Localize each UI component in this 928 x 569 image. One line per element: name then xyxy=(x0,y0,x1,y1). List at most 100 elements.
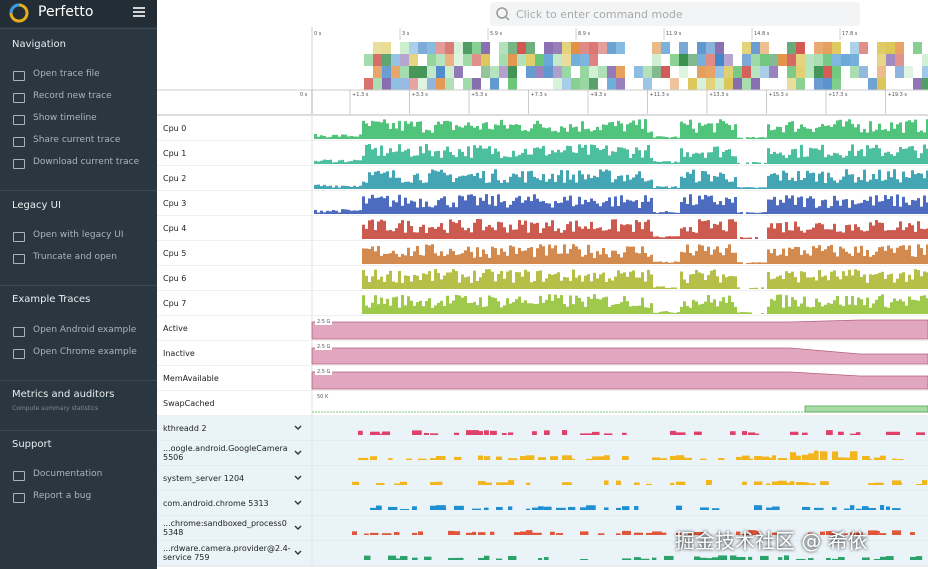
cpu-activity xyxy=(854,182,857,189)
overview-cell xyxy=(562,54,571,66)
cpu-activity xyxy=(533,124,536,139)
cpu-activity xyxy=(377,121,380,139)
cpu-activity xyxy=(638,119,641,139)
cpu-activity xyxy=(884,230,887,239)
process-slice xyxy=(454,531,461,535)
cpu-activity xyxy=(548,244,551,264)
overview-cell xyxy=(886,42,895,54)
cpu-activity xyxy=(788,306,791,314)
cpu-activity xyxy=(422,255,425,264)
cpu-activity xyxy=(734,306,737,314)
sidebar-item[interactable]: Report a bug xyxy=(33,491,92,501)
sidebar-item[interactable]: Show timeline xyxy=(33,113,97,123)
sidebar-item[interactable]: Documentation xyxy=(33,469,103,479)
process-slice xyxy=(694,556,701,560)
cpu-activity xyxy=(923,229,926,239)
overview-cell xyxy=(814,42,823,54)
cpu-activity xyxy=(869,179,872,189)
cpu-activity xyxy=(434,151,437,164)
counter-scale: 2.5 G xyxy=(315,369,333,375)
process-slice xyxy=(382,431,391,435)
cpu-activity xyxy=(392,170,395,189)
cpu-activity xyxy=(413,305,416,314)
sidebar-item[interactable]: Share current trace xyxy=(33,135,121,145)
process-slice xyxy=(520,456,529,460)
process-slice xyxy=(466,430,473,435)
cpu-activity xyxy=(830,206,833,214)
sidebar-item[interactable]: Open trace file xyxy=(33,69,100,79)
cpu-activity xyxy=(857,297,860,314)
overview-cell xyxy=(400,78,409,90)
cpu-activity xyxy=(638,171,641,189)
overview-cell xyxy=(679,42,688,54)
cpu-activity xyxy=(737,162,740,164)
cpu-activity xyxy=(578,196,581,214)
cpu-activity xyxy=(401,253,404,264)
sidebar-item[interactable]: Truncate and open xyxy=(33,252,117,262)
sidebar-item[interactable]: Download current trace xyxy=(33,157,140,167)
overview-cell xyxy=(580,78,589,90)
cpu-activity xyxy=(677,137,680,139)
cpu-activity xyxy=(626,124,629,139)
process-slice xyxy=(388,458,393,460)
menu-icon[interactable] xyxy=(133,7,145,17)
overview-cell xyxy=(589,42,598,54)
cpu-activity xyxy=(800,179,803,189)
process-slice xyxy=(832,451,839,460)
cpu-activity xyxy=(653,187,656,189)
process-slice xyxy=(568,506,576,510)
process-slice xyxy=(916,432,925,435)
sidebar-item[interactable]: Open with legacy UI xyxy=(33,230,124,240)
cpu-activity xyxy=(608,257,611,264)
cpu-activity xyxy=(701,170,704,189)
cpu-activity xyxy=(362,295,365,314)
overview-cell xyxy=(697,42,706,54)
process-slice xyxy=(754,481,763,485)
cpu-activity xyxy=(395,282,398,289)
cpu-activity xyxy=(788,198,791,214)
cpu-activity xyxy=(467,174,470,189)
overview-cell xyxy=(607,66,616,78)
process-slice xyxy=(520,531,529,535)
cpu-activity xyxy=(836,295,839,314)
process-slice xyxy=(730,431,736,435)
process-slice xyxy=(568,458,576,460)
cpu-activity xyxy=(482,171,485,189)
cpu-activity xyxy=(806,156,809,164)
cpu-activity xyxy=(389,305,392,314)
overview-cell xyxy=(742,78,751,90)
track-name: ...chrome:sandboxed_process0 5348 xyxy=(163,519,287,537)
track-bg xyxy=(157,541,928,566)
cpu-activity xyxy=(455,177,458,189)
overview-tick-label: 8.9 s xyxy=(578,31,591,37)
sidebar-item[interactable]: Open Chrome example xyxy=(33,347,137,357)
overview-cell xyxy=(760,42,769,54)
cpu-activity xyxy=(812,172,815,189)
sidebar-item[interactable]: Record new trace xyxy=(33,91,112,101)
cpu-activity xyxy=(572,244,575,264)
cpu-activity xyxy=(374,171,377,189)
cpu-activity xyxy=(665,136,668,139)
cpu-activity xyxy=(683,123,686,139)
cpu-activity xyxy=(614,126,617,139)
overview-cell xyxy=(454,66,463,78)
cpu-activity xyxy=(914,231,917,239)
cpu-activity xyxy=(542,127,545,139)
cpu-activity xyxy=(440,279,443,289)
cpu-activity xyxy=(839,119,842,139)
sidebar-item[interactable]: Open Android example xyxy=(33,325,137,335)
process-slice xyxy=(562,482,572,485)
cpu-activity xyxy=(719,119,722,139)
cpu-activity xyxy=(587,154,590,164)
process-slice xyxy=(388,506,398,510)
overview-cell xyxy=(913,78,922,90)
ruler-tick-label: +3.3 s xyxy=(411,92,428,98)
search-box[interactable]: Click to enter command mode xyxy=(490,2,860,26)
process-slice xyxy=(388,555,397,560)
cpu-activity xyxy=(596,203,599,214)
cpu-activity xyxy=(863,128,866,139)
cpu-activity xyxy=(434,124,437,139)
process-slice xyxy=(676,481,686,485)
process-slice xyxy=(532,507,541,510)
